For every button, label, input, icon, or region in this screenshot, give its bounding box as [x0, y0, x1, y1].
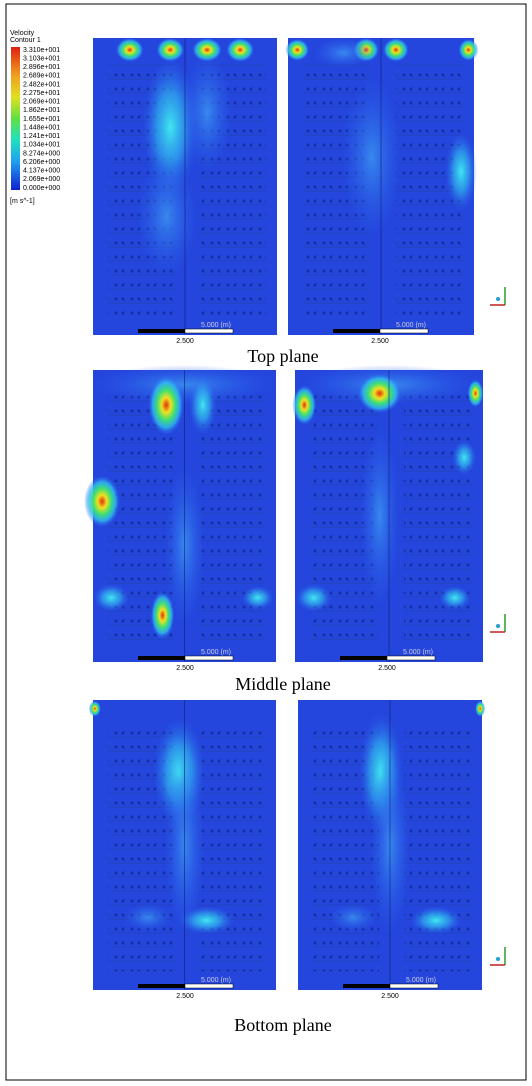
legend-label: 1.655e+001: [23, 116, 60, 123]
scale-bar: [333, 329, 380, 333]
legend-subtitle: Contour 1: [10, 37, 41, 44]
legend: Velocity Contour 1 [m s^-1] 3.310e+0013.…: [10, 30, 60, 205]
legend-label: 2.069e+000: [23, 176, 60, 183]
scale-bar: [340, 656, 387, 660]
velocity-region: [357, 373, 402, 414]
legend-label: 8.274e+000: [23, 150, 60, 157]
scale-bar: [184, 328, 234, 334]
axis-triad: [490, 287, 506, 306]
legend-label: 3.310e+001: [23, 47, 60, 54]
velocity-region: [123, 903, 172, 932]
velocity-region: [452, 439, 477, 476]
velocity-region: [295, 583, 332, 612]
legend-label: 0.000e+000: [23, 185, 60, 192]
velocity-region: [329, 903, 378, 932]
scale-label: 2.500: [378, 665, 396, 672]
contour-plot: 2.500 5.000 (m): [93, 37, 277, 345]
scale-label: 5.000 (m): [406, 977, 436, 984]
velocity-region: [188, 375, 217, 436]
scale-label: 2.500: [176, 338, 194, 345]
frame: [5, 3, 527, 1081]
legend-label: 1.241e+001: [23, 133, 60, 140]
scale-bar: [343, 984, 390, 988]
equipment-layout: [404, 725, 471, 972]
axis-triad: [490, 614, 506, 633]
scale-label: 5.000 (m): [403, 649, 433, 656]
scale-bar: [138, 656, 185, 660]
velocity-region: [292, 385, 317, 426]
velocity-region: [136, 156, 197, 277]
legend-label: 1.448e+001: [23, 124, 60, 131]
legend-label: 3.103e+001: [23, 55, 60, 62]
legend-label: 4.137e+000: [23, 168, 60, 175]
scale-bar: [184, 655, 234, 661]
velocity-region: [150, 591, 175, 640]
legend-label: 2.069e+001: [23, 99, 60, 106]
contour-plot: 2.500 5.000 (m): [88, 700, 276, 1000]
velocity-region: [88, 700, 101, 717]
scale-bar: [138, 329, 185, 333]
velocity-region: [93, 583, 130, 612]
velocity-region: [382, 37, 409, 62]
velocity-region: [84, 475, 121, 528]
scale-label: 2.500: [381, 993, 399, 1000]
velocity-region: [410, 906, 462, 935]
velocity-region: [285, 38, 310, 61]
legend-label: 6.206e+000: [23, 159, 60, 166]
legend-unit: [m s^-1]: [10, 198, 35, 205]
contour-plot: 2.500 5.000 (m): [84, 364, 276, 672]
scale-bar: [379, 328, 429, 334]
scale-label: 5.000 (m): [201, 977, 231, 984]
caption: Bottom plane: [234, 1015, 332, 1035]
legend-label: 2.896e+001: [23, 64, 60, 71]
caption: Middle plane: [235, 674, 330, 694]
equipment-layout: [199, 725, 266, 972]
velocity-region: [313, 37, 374, 68]
legend-label: 1.034e+001: [23, 142, 60, 149]
velocity-region: [359, 426, 400, 606]
scale-bar: [389, 983, 439, 989]
caption: Top plane: [247, 346, 318, 366]
scale-bar: [138, 984, 185, 988]
color-bar: [11, 47, 20, 190]
legend-label: 2.275e+001: [23, 90, 60, 97]
velocity-region: [115, 37, 144, 62]
scale-label: 5.000 (m): [201, 649, 231, 656]
contour-plot: 2.500 5.000 (m): [292, 364, 484, 672]
contour-plot: 2.500 5.000 (m): [298, 700, 486, 1000]
scale-bar: [184, 983, 234, 989]
axis-triad: [490, 947, 506, 966]
velocity-region: [444, 131, 477, 212]
velocity-region: [341, 76, 402, 237]
axis-z: [496, 624, 500, 628]
velocity-region: [148, 375, 185, 436]
scale-label: 2.500: [176, 993, 194, 1000]
legend-title: Velocity: [10, 30, 35, 37]
velocity-region: [458, 38, 479, 61]
scale-label: 5.000 (m): [396, 322, 426, 329]
axis-z: [496, 297, 500, 301]
scale-bar: [386, 655, 436, 661]
velocity-region: [182, 52, 233, 173]
velocity-region: [156, 37, 185, 62]
scale-label: 2.500: [371, 338, 389, 345]
scale-label: 5.000 (m): [201, 322, 231, 329]
velocity-region: [475, 700, 486, 717]
axis-z: [496, 957, 500, 961]
legend-label: 2.482e+001: [23, 81, 60, 88]
legend-label: 2.689e+001: [23, 73, 60, 80]
scale-label: 2.500: [176, 665, 194, 672]
contour-plot: 2.500 5.000 (m): [285, 37, 479, 345]
velocity-region: [467, 379, 484, 408]
velocity-region: [241, 585, 274, 610]
legend-label: 1.862e+001: [23, 107, 60, 114]
velocity-region: [438, 585, 471, 610]
velocity-region: [226, 37, 255, 62]
